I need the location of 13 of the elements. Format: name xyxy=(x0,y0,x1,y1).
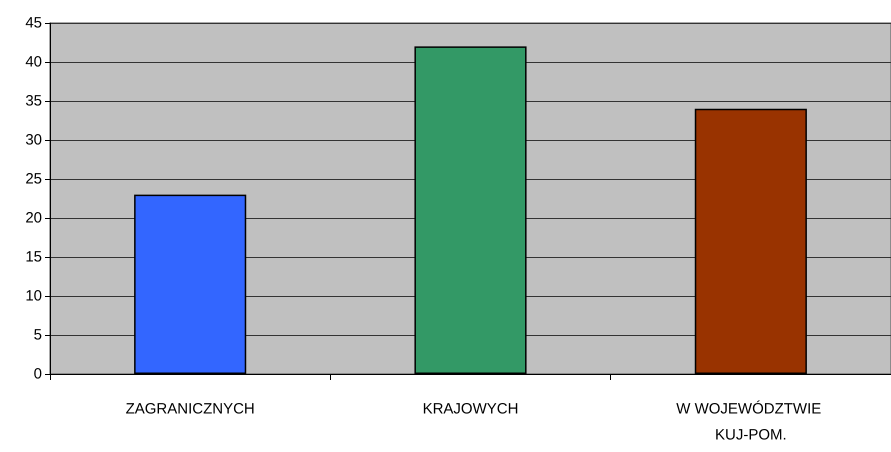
y-tick-label: 20 xyxy=(25,210,42,226)
y-tick-label: 0 xyxy=(34,366,42,382)
y-tick-label: 15 xyxy=(25,248,42,266)
y-tick-label: 30 xyxy=(25,132,42,148)
x-tick-label: ZAGRANICZNYCH xyxy=(126,400,255,418)
y-tick-label: 45 xyxy=(25,14,42,32)
y-tick-label: 40 xyxy=(25,54,42,70)
x-tick-label: KRAJOWYCH xyxy=(422,400,518,418)
y-tick-label: 10 xyxy=(25,288,42,304)
y-tick-label: 25 xyxy=(25,170,42,188)
x-tick-label: W WOJEWÓDZTWIE KUJ-POM. xyxy=(676,400,826,444)
y-tick-label: 35 xyxy=(25,92,42,110)
y-tick-label: 5 xyxy=(34,326,42,344)
